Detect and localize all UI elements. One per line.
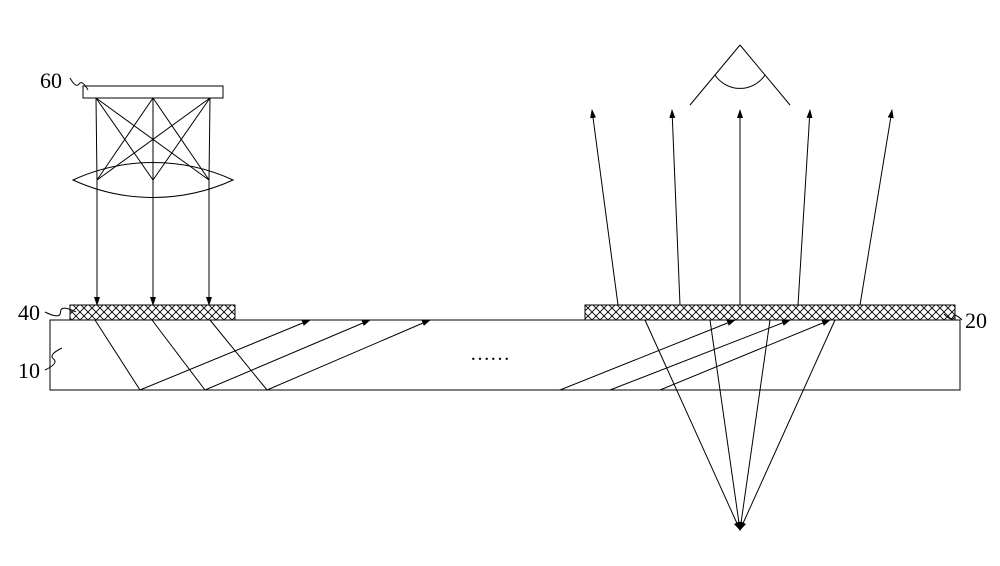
tir-ray	[660, 320, 830, 390]
downward-ray	[710, 320, 740, 530]
out-coupling-grating	[585, 305, 955, 320]
downward-ray	[740, 320, 770, 530]
exit-ray	[592, 110, 618, 305]
source-ray	[96, 98, 97, 180]
tir-ray	[140, 320, 310, 390]
leader-line	[70, 78, 88, 90]
tir-ray	[95, 320, 140, 390]
downward-ray	[645, 320, 740, 530]
source-ray	[209, 98, 210, 180]
in-coupling-grating	[70, 305, 235, 320]
tir-ray	[210, 320, 267, 390]
label-10: 10	[18, 358, 40, 384]
exit-ray	[860, 110, 892, 305]
exit-ray	[672, 110, 680, 305]
leader-line	[45, 348, 62, 370]
label-60: 60	[40, 68, 62, 94]
tir-ray	[560, 320, 735, 390]
tir-ray	[205, 320, 370, 390]
image-source	[83, 86, 223, 98]
continuation-dots: ……	[470, 343, 510, 365]
tir-ray	[267, 320, 430, 390]
tir-ray	[610, 320, 790, 390]
exit-ray	[798, 110, 810, 305]
label-40: 40	[18, 300, 40, 326]
eye-icon	[690, 45, 790, 105]
label-20: 20	[965, 308, 987, 334]
tir-ray	[152, 320, 205, 390]
